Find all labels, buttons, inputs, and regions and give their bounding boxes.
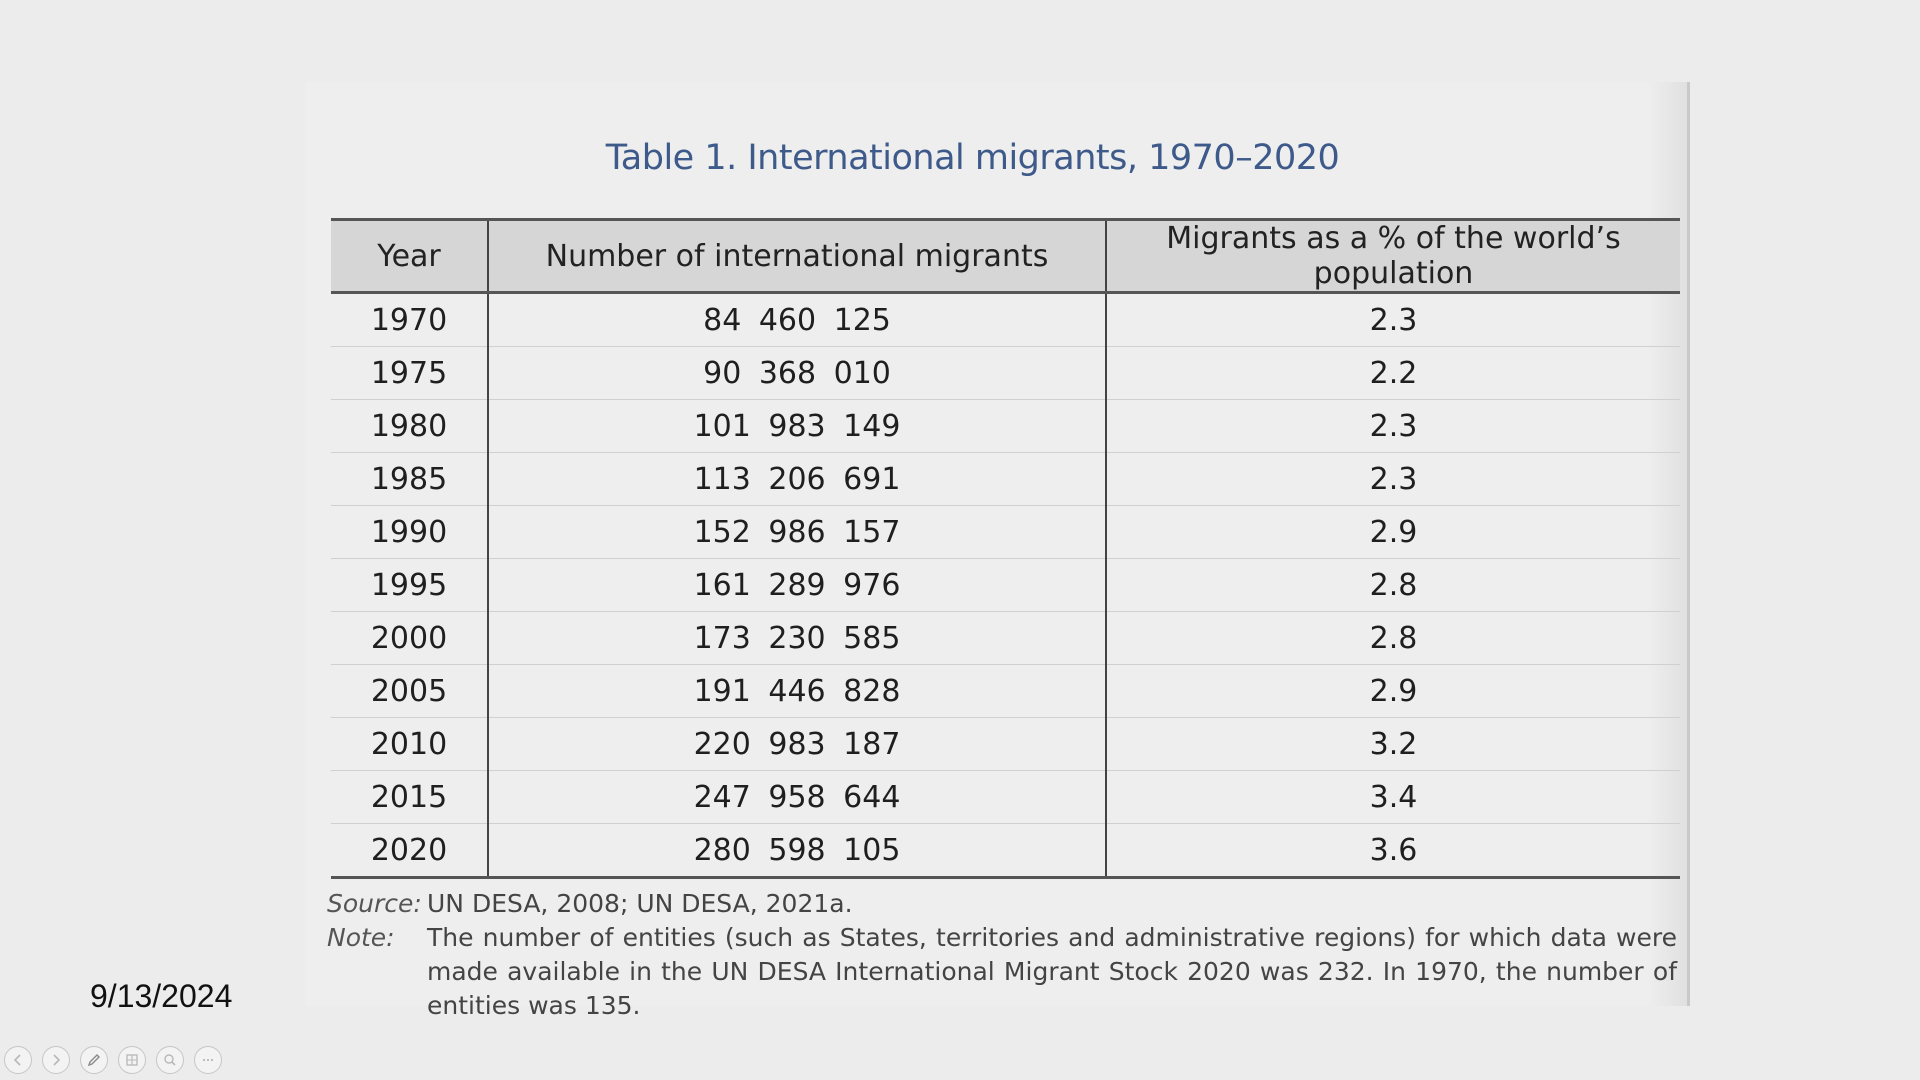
cell-percent: 3.4 [1106,770,1680,824]
cell-number: 90 368 010 [488,346,1107,400]
table-row: 2020 280 598 105 3.6 [331,823,1680,879]
cell-percent: 2.9 [1106,505,1680,559]
arrow-right-icon [53,1054,61,1066]
cell-year: 1980 [331,399,489,453]
cell-number: 161 289 976 [488,558,1107,612]
cell-number: 113 206 691 [488,452,1107,506]
note-label: Note: [327,923,395,952]
cell-number: 280 598 105 [488,823,1107,879]
table-row: 2000 173 230 585 2.8 [331,611,1680,665]
cell-percent: 2.9 [1106,664,1680,718]
cell-number: 173 230 585 [488,611,1107,665]
cell-year: 2010 [331,717,489,771]
header-year: Year [331,218,489,294]
cell-number: 84 460 125 [488,292,1107,347]
migrants-table: Year Number of international migrants Mi… [331,218,1680,879]
table-row: 1985 113 206 691 2.3 [331,452,1680,506]
more-options-button[interactable] [194,1046,222,1074]
cell-year: 2000 [331,611,489,665]
cell-percent: 2.8 [1106,558,1680,612]
arrow-left-icon [13,1054,21,1066]
pen-tool-button[interactable] [80,1046,108,1074]
cell-year: 2005 [331,664,489,718]
table-notes: Source: UN DESA, 2008; UN DESA, 2021a. N… [327,887,1677,1023]
cell-percent: 3.2 [1106,717,1680,771]
table-row: 1975 90 368 010 2.2 [331,346,1680,400]
slide-date: 9/13/2024 [90,978,233,1014]
cell-number: 191 446 828 [488,664,1107,718]
see-all-slides-button[interactable] [118,1046,146,1074]
note-text: The number of entities (such as States, … [427,923,1677,1020]
table-header-row: Year Number of international migrants Mi… [331,218,1680,294]
more-icon [202,1058,214,1062]
cell-percent: 2.2 [1106,346,1680,400]
header-number: Number of international migrants [488,218,1107,294]
cell-year: 1995 [331,558,489,612]
cell-percent: 3.6 [1106,823,1680,879]
source-text: UN DESA, 2008; UN DESA, 2021a. [427,889,853,918]
source-label: Source: [327,889,422,918]
note-row: Note: The number of entities (such as St… [327,921,1677,1023]
cell-year: 1970 [331,292,489,347]
slideshow-controls [4,1046,222,1074]
previous-slide-button[interactable] [4,1046,32,1074]
table-row: 2015 247 958 644 3.4 [331,770,1680,824]
next-slide-button[interactable] [42,1046,70,1074]
cell-percent: 2.3 [1106,399,1680,453]
cell-percent: 2.3 [1106,292,1680,347]
cell-number: 101 983 149 [488,399,1107,453]
cell-number: 247 958 644 [488,770,1107,824]
cell-year: 1975 [331,346,489,400]
cell-year: 2020 [331,823,489,879]
zoom-button[interactable] [156,1046,184,1074]
cell-year: 1985 [331,452,489,506]
slides-grid-icon [126,1054,138,1066]
table-image: Table 1. International migrants, 1970–20… [305,82,1690,1020]
source-row: Source: UN DESA, 2008; UN DESA, 2021a. [327,887,1677,921]
pen-icon [87,1054,100,1067]
table-row: 1995 161 289 976 2.8 [331,558,1680,612]
table-row: 2010 220 983 187 3.2 [331,717,1680,771]
table-row: 1990 152 986 157 2.9 [331,505,1680,559]
cell-year: 2015 [331,770,489,824]
table-row: 2005 191 446 828 2.9 [331,664,1680,718]
cell-percent: 2.8 [1106,611,1680,665]
cell-number: 152 986 157 [488,505,1107,559]
cell-year: 1990 [331,505,489,559]
table-row: 1980 101 983 149 2.3 [331,399,1680,453]
table-title: Table 1. International migrants, 1970–20… [605,138,1340,178]
cell-percent: 2.3 [1106,452,1680,506]
magnifier-icon [164,1054,176,1066]
table-row: 1970 84 460 125 2.3 [331,292,1680,347]
cell-number: 220 983 187 [488,717,1107,771]
header-percent: Migrants as a % of the world’s populatio… [1106,218,1680,294]
